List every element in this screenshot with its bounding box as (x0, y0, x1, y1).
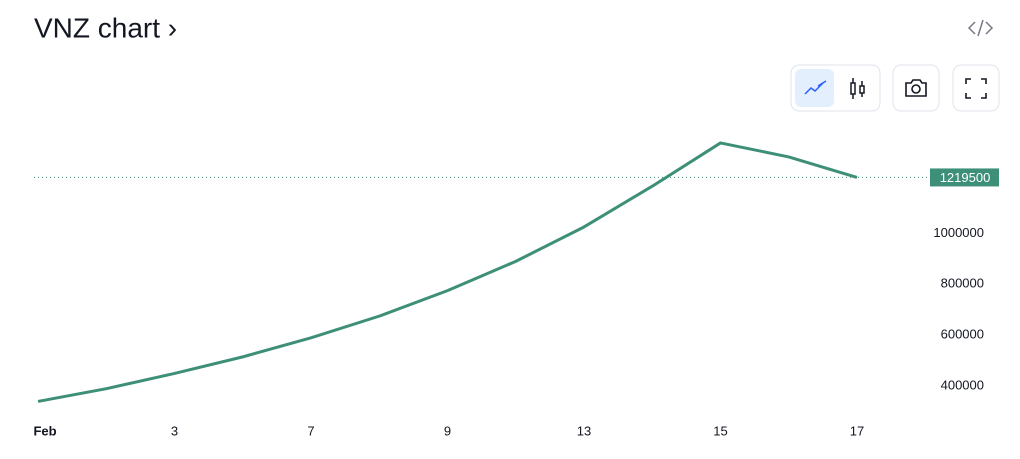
y-tick-label: 1000000 (933, 225, 984, 240)
line-chart-button[interactable] (795, 69, 834, 107)
x-tick-label: 15 (713, 423, 727, 438)
x-tick-label: 13 (577, 423, 591, 438)
x-tick-label: 3 (171, 423, 178, 438)
last-price-tag (930, 168, 999, 187)
x-tick-label: 17 (850, 423, 864, 438)
y-tick-label: 800000 (941, 276, 984, 291)
candle-chart-button[interactable] (850, 78, 865, 99)
x-tick-label: 9 (444, 423, 451, 438)
embed-icon[interactable] (967, 19, 994, 37)
line-icon (804, 80, 827, 95)
screenshot-button[interactable] (892, 64, 940, 112)
camera-icon (905, 79, 927, 97)
price-line (37, 141, 858, 403)
x-tick-label: 7 (307, 423, 314, 438)
y-tick-label: 400000 (941, 378, 984, 393)
fullscreen-icon (965, 78, 987, 99)
y-tick-label: 600000 (941, 327, 984, 342)
x-tick-label: Feb (33, 423, 56, 438)
chart-title[interactable]: VNZ chart › (34, 12, 177, 43)
fullscreen-button[interactable] (952, 64, 1000, 112)
last-price-label: 1219500 (940, 170, 991, 185)
